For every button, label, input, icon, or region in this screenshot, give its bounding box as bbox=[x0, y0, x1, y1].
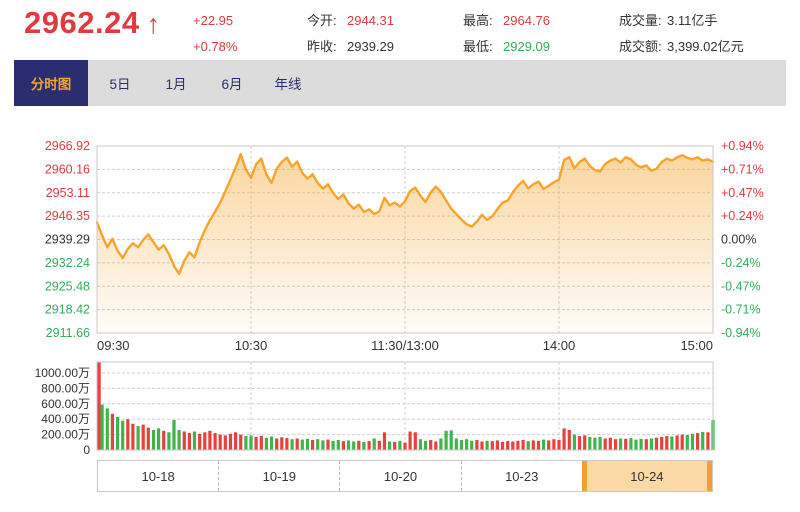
volume-panel-border bbox=[96, 361, 714, 451]
svg-text:+0.47%: +0.47% bbox=[721, 186, 764, 200]
svg-text:+0.94%: +0.94% bbox=[721, 139, 764, 153]
date-cell-10-18[interactable]: 10-18 bbox=[141, 468, 175, 484]
svg-text:2932.24: 2932.24 bbox=[45, 256, 90, 270]
prev-close-value: 2939.29 bbox=[347, 39, 394, 54]
date-cell-10-23[interactable]: 10-23 bbox=[460, 461, 582, 491]
tab-1month[interactable]: 1月 bbox=[165, 77, 187, 92]
price-value: 2962.24 bbox=[24, 5, 140, 40]
time-axis-label: 10:30 bbox=[235, 338, 268, 353]
svg-text:0.00%: 0.00% bbox=[721, 233, 756, 247]
low-row: 最低: 2929.09 bbox=[463, 34, 550, 60]
prev-close-label: 昨收: bbox=[307, 39, 337, 54]
price-change: +22.95 bbox=[193, 13, 234, 28]
time-axis-label: 15:00 bbox=[680, 338, 713, 353]
turnover-value: 3,399.02亿元 bbox=[667, 39, 744, 54]
svg-text:800.00万: 800.00万 bbox=[41, 381, 90, 395]
price-change-percent: +0.78% bbox=[193, 39, 238, 54]
price-area-fill bbox=[97, 154, 713, 333]
high-label: 最高: bbox=[463, 13, 493, 28]
price-up-arrow-icon: ↑ bbox=[146, 9, 161, 39]
time-axis-label: 14:00 bbox=[543, 338, 576, 353]
open-label: 今开: bbox=[307, 13, 337, 28]
volume-value: 3.11亿手 bbox=[667, 13, 718, 28]
tab-yearly[interactable]: 年线 bbox=[274, 77, 302, 92]
svg-text:-0.94%: -0.94% bbox=[721, 326, 761, 340]
volume-row: 成交量: 3.11亿手 bbox=[619, 8, 744, 34]
svg-text:+0.24%: +0.24% bbox=[721, 209, 764, 223]
svg-text:400.00万: 400.00万 bbox=[41, 412, 90, 426]
volume-label: 成交量: bbox=[619, 13, 662, 28]
open-value: 2944.31 bbox=[347, 13, 394, 28]
prev-close-row: 昨收: 2939.29 bbox=[307, 34, 394, 60]
date-cell-10-24[interactable]: 10-24 bbox=[581, 461, 713, 491]
svg-text:+0.71%: +0.71% bbox=[721, 162, 764, 176]
turnover-row: 成交额: 3,399.02亿元 bbox=[619, 34, 744, 60]
low-value: 2929.09 bbox=[503, 39, 550, 54]
date-cell-10-19[interactable]: 10-19 bbox=[218, 461, 339, 491]
svg-text:-0.71%: -0.71% bbox=[721, 303, 761, 317]
price-panel-border bbox=[96, 145, 714, 334]
svg-text:2939.29: 2939.29 bbox=[45, 233, 90, 247]
svg-text:2911.66: 2911.66 bbox=[46, 326, 90, 340]
volume-bars bbox=[97, 362, 715, 450]
svg-text:2918.42: 2918.42 bbox=[45, 303, 90, 317]
date-navigator: 10-18 10-19 10-20 10-23 10-24 bbox=[97, 460, 713, 492]
date-cell-10-20[interactable]: 10-20 bbox=[339, 461, 460, 491]
time-axis-label: 09:30 bbox=[97, 338, 130, 353]
tab-intraday[interactable]: 分时图 bbox=[14, 60, 88, 106]
low-label: 最低: bbox=[463, 39, 493, 54]
svg-text:2960.16: 2960.16 bbox=[45, 162, 90, 176]
volume-turnover-column: 成交量: 3.11亿手 成交额: 3,399.02亿元 bbox=[619, 8, 744, 60]
svg-text:2925.48: 2925.48 bbox=[45, 279, 90, 293]
svg-text:0: 0 bbox=[83, 443, 90, 457]
svg-text:-0.24%: -0.24% bbox=[721, 256, 761, 270]
svg-text:2946.35: 2946.35 bbox=[45, 209, 90, 223]
high-value: 2964.76 bbox=[503, 13, 550, 28]
price-line bbox=[95, 152, 715, 276]
open-prevclose-column: 今开: 2944.31 昨收: 2939.29 bbox=[307, 8, 394, 60]
high-row: 最高: 2964.76 bbox=[463, 8, 550, 34]
svg-text:2953.11: 2953.11 bbox=[46, 186, 90, 200]
svg-text:1000.00万: 1000.00万 bbox=[35, 366, 90, 380]
current-price: 2962.24 ↑ bbox=[24, 5, 161, 41]
svg-text:600.00万: 600.00万 bbox=[41, 397, 90, 411]
tab-6month[interactable]: 6月 bbox=[221, 77, 243, 92]
svg-text:2966.92: 2966.92 bbox=[45, 139, 90, 153]
high-low-column: 最高: 2964.76 最低: 2929.09 bbox=[463, 8, 550, 60]
time-axis-label: 11:30/13:00 bbox=[371, 338, 439, 353]
tab-5day[interactable]: 5日 bbox=[109, 77, 131, 92]
period-tab-strip: 分时图 5日 1月 6月 年线 bbox=[14, 60, 786, 106]
price-change-column: +22.95 +0.78% bbox=[193, 8, 237, 60]
svg-text:-0.47%: -0.47% bbox=[721, 279, 761, 293]
open-row: 今开: 2944.31 bbox=[307, 8, 394, 34]
svg-text:200.00万: 200.00万 bbox=[41, 428, 90, 442]
turnover-label: 成交额: bbox=[619, 39, 662, 54]
